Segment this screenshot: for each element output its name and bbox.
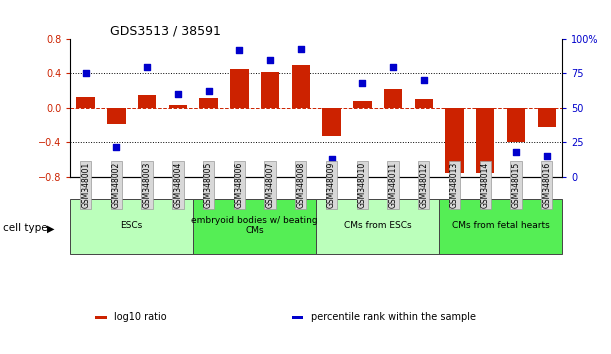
Bar [95,316,107,319]
Bar [445,108,464,173]
Text: GSM348004: GSM348004 [174,162,182,208]
Point [388,64,398,69]
Bar [291,65,310,108]
Text: GSM348008: GSM348008 [296,162,306,208]
Point [480,170,490,176]
Text: CMs from ESCs: CMs from ESCs [344,221,411,230]
Point [357,80,367,86]
Point [203,88,213,94]
Text: ▶: ▶ [47,223,54,233]
Point [235,47,244,53]
Point [173,91,183,97]
Text: ESCs: ESCs [120,221,143,230]
Point [81,70,90,76]
FancyBboxPatch shape [316,199,439,253]
Bar [138,95,156,108]
Bar [414,99,433,108]
Text: GSM348016: GSM348016 [542,162,551,208]
Point [265,57,275,62]
Bar [507,108,525,143]
Text: GSM348009: GSM348009 [327,162,336,208]
Text: GSM348011: GSM348011 [389,162,398,208]
Point [419,78,429,83]
Text: GSM348005: GSM348005 [204,162,213,208]
FancyBboxPatch shape [70,199,193,253]
Text: GSM348010: GSM348010 [358,162,367,208]
Point [327,156,337,162]
Text: GSM348007: GSM348007 [266,162,274,208]
Bar [230,69,249,108]
Text: GSM348012: GSM348012 [419,162,428,208]
Text: GDS3513 / 38591: GDS3513 / 38591 [109,25,221,38]
Bar [323,108,341,136]
Text: GSM348002: GSM348002 [112,162,121,208]
Point [296,46,306,51]
Text: log10 ratio: log10 ratio [114,312,167,322]
Bar [261,72,279,108]
Bar [384,89,402,108]
Bar [538,108,556,127]
Text: GSM348014: GSM348014 [481,162,490,208]
Text: CMs from fetal hearts: CMs from fetal hearts [452,221,549,230]
Text: cell type: cell type [3,223,48,233]
Point [142,64,152,69]
Bar [107,108,126,124]
FancyBboxPatch shape [439,199,562,253]
Point [511,149,521,155]
Text: GSM348013: GSM348013 [450,162,459,208]
Bar [199,98,218,108]
Text: GSM348015: GSM348015 [511,162,521,208]
Text: GSM348003: GSM348003 [142,162,152,208]
Text: percentile rank within the sample: percentile rank within the sample [311,312,476,322]
Text: GSM348001: GSM348001 [81,162,90,208]
Bar [76,97,95,108]
Bar [476,108,494,173]
Bar [169,104,187,108]
Point [542,154,552,159]
Bar [353,101,371,108]
Text: GSM348006: GSM348006 [235,162,244,208]
Bar [291,316,304,319]
FancyBboxPatch shape [193,199,316,253]
Point [111,144,121,149]
Text: embryoid bodies w/ beating
CMs: embryoid bodies w/ beating CMs [191,216,318,235]
Point [450,171,459,177]
